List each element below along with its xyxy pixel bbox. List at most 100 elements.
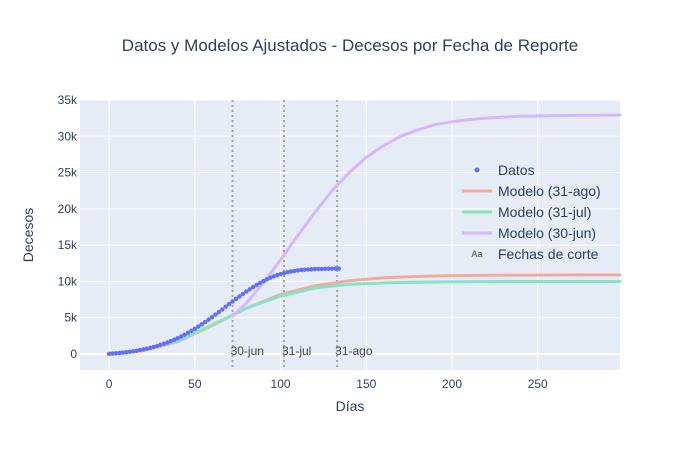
data-point: [161, 341, 167, 346]
data-point: [261, 278, 266, 284]
y-tick-label: 25k: [58, 166, 78, 180]
chart-title: Datos y Modelos Ajustados - Decesos por …: [122, 36, 578, 55]
data-point: [141, 347, 146, 352]
legend-label: Modelo (30-jun): [498, 225, 596, 241]
data-point: [281, 270, 287, 276]
legend-text-symbol: Aa: [471, 249, 482, 259]
data-point: [336, 266, 342, 271]
data-point: [326, 266, 331, 271]
legend-item[interactable]: Modelo (31-jul): [462, 204, 591, 220]
data-point: [268, 275, 273, 280]
series-line-3: [231, 113, 622, 318]
data-point: [165, 340, 170, 345]
cutoff-label: 31-jul: [282, 344, 311, 358]
data-point: [305, 267, 311, 272]
data-point: [223, 304, 228, 309]
data-point: [264, 277, 270, 282]
data-point: [127, 349, 132, 355]
y-tick-label: 5k: [64, 311, 78, 325]
data-point: [130, 349, 136, 354]
data-point: [175, 335, 180, 341]
data-point: [124, 350, 129, 355]
data-point: [230, 299, 235, 304]
data-point: [158, 342, 163, 348]
data-point: [285, 270, 290, 275]
legend-label: Modelo (31-jul): [498, 204, 591, 220]
data-point: [257, 280, 263, 286]
data-point: [333, 266, 338, 271]
cutoff-lines: 30-jun 31-jul 31-ago: [231, 100, 373, 370]
data-point: [244, 289, 249, 294]
data-point: [322, 266, 328, 272]
data-point: [144, 346, 150, 351]
data-point: [226, 301, 232, 307]
x-tick-label: 0: [106, 377, 113, 391]
data-point: [319, 266, 324, 272]
data-point: [254, 282, 259, 288]
data-point: [316, 266, 321, 272]
data-point: [168, 338, 174, 344]
data-point: [233, 296, 239, 302]
x-tick-label: 100: [271, 377, 291, 391]
x-axis-label: Días: [336, 398, 365, 414]
data-point: [288, 269, 294, 274]
data-point: [220, 307, 225, 312]
data-point: [154, 343, 160, 349]
legend-label: Modelo (31-ago): [498, 183, 601, 199]
data-point: [106, 351, 112, 357]
data-point: [178, 334, 184, 339]
legend-label: Fechas de corte: [498, 246, 599, 262]
legend-item[interactable]: Modelo (30-jun): [462, 225, 596, 241]
x-axis-ticks: 0 50 100 150 200 250: [106, 377, 548, 391]
data-point: [137, 347, 143, 353]
data-point: [110, 351, 115, 356]
y-tick-label: 30k: [58, 129, 78, 143]
data-point: [309, 267, 314, 272]
data-point: [192, 326, 198, 331]
data-point: [274, 272, 280, 278]
data-point: [278, 271, 283, 277]
grid-lines: [80, 99, 620, 370]
x-tick-label: 150: [356, 377, 376, 391]
data-point: [189, 328, 194, 334]
data-point: [148, 345, 153, 351]
legend-item[interactable]: Aa Fechas de corte: [471, 246, 598, 262]
model-lines: [107, 113, 622, 355]
data-point: [182, 332, 187, 337]
data-point: [271, 274, 276, 279]
y-tick-label: 35k: [58, 93, 78, 107]
data-point: [302, 267, 307, 272]
y-tick-label: 20k: [58, 202, 78, 216]
legend-item[interactable]: Modelo (31-ago): [462, 183, 601, 199]
plot-background: [80, 100, 620, 370]
legend-item[interactable]: Datos: [474, 162, 535, 178]
data-point: [312, 266, 318, 272]
data-point: [199, 322, 204, 327]
data-point: [209, 314, 215, 320]
legend[interactable]: Datos Modelo (31-ago) Modelo (31-jul) Model…: [462, 162, 601, 262]
data-point: [237, 294, 242, 299]
data-point: [298, 267, 304, 273]
data-point: [206, 317, 211, 322]
data-point: [250, 284, 256, 290]
data-point: [295, 268, 300, 273]
legend-label: Datos: [498, 162, 535, 178]
data-point: [120, 350, 126, 355]
cutoff-label: 30-jun: [231, 344, 264, 358]
y-tick-label: 15k: [58, 238, 78, 252]
data-point: [329, 266, 335, 271]
y-tick-label: 10k: [58, 274, 78, 288]
x-tick-label: 200: [442, 377, 462, 391]
data-point: [185, 330, 191, 336]
data-point: [151, 344, 156, 350]
cutoff-label: 31-ago: [335, 344, 373, 358]
y-axis-label: Decesos: [20, 208, 36, 262]
data-point: [202, 319, 208, 325]
legend-marker: [474, 167, 480, 173]
y-tick-label: 0: [70, 347, 77, 361]
data-point: [196, 324, 201, 329]
data-point: [247, 287, 252, 292]
data-points: [106, 266, 342, 357]
